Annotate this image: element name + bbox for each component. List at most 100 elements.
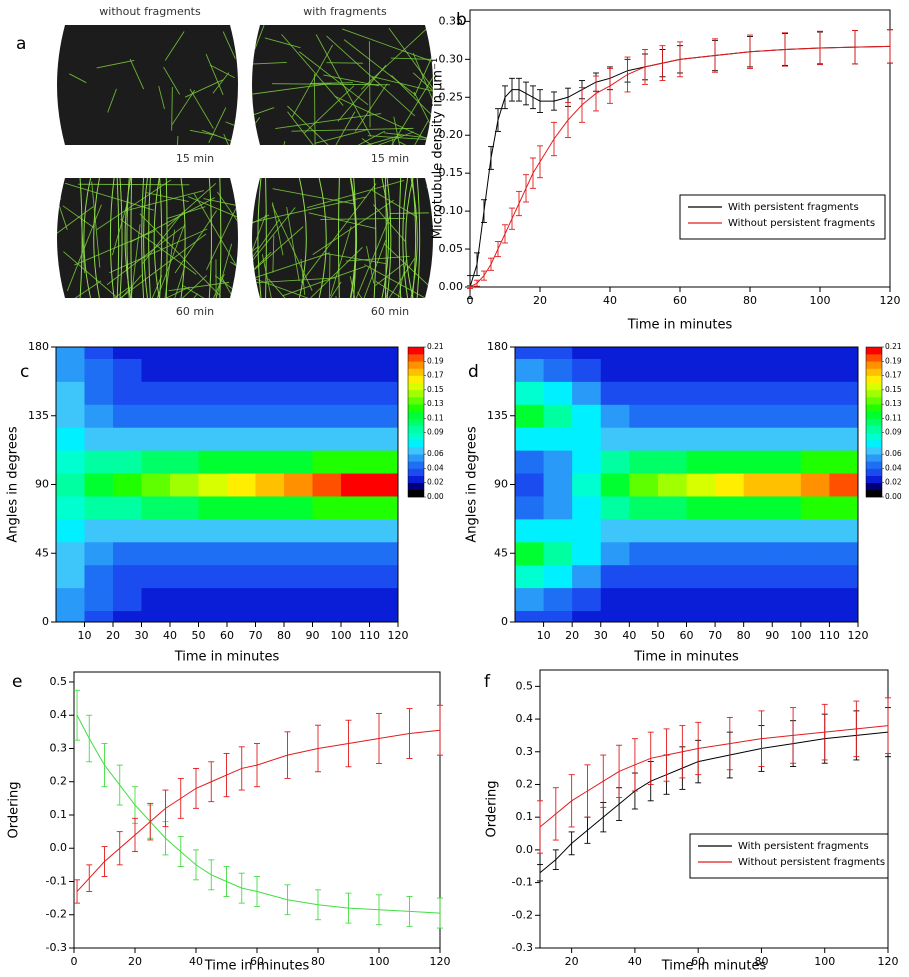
- colorbar-label: 0.06: [427, 449, 444, 458]
- filament: [146, 192, 189, 202]
- contour-cell: [141, 541, 171, 566]
- y-tick-label: 180: [487, 340, 508, 353]
- x-tick-label: 110: [819, 629, 840, 642]
- contour-cell: [227, 404, 256, 428]
- y-tick-label: -0.1: [46, 874, 67, 887]
- panel-label: b: [456, 10, 467, 30]
- contour-cell: [686, 610, 716, 623]
- y-tick-label: 0.2: [50, 775, 68, 788]
- filament: [116, 178, 120, 298]
- contour-cell: [341, 450, 370, 474]
- filament: [298, 51, 369, 106]
- contour-cell: [341, 358, 370, 382]
- contour-cell: [56, 381, 85, 405]
- filament: [57, 206, 94, 234]
- contour-cell: [800, 427, 830, 451]
- y-tick-label: 0.1: [516, 810, 534, 823]
- filament: [220, 276, 238, 298]
- contour-cell: [743, 610, 773, 623]
- contour-cell: [743, 473, 773, 497]
- contour-cell: [800, 541, 830, 566]
- contour-cell: [141, 518, 171, 543]
- contour-cell: [629, 381, 659, 405]
- colorbar-band: [866, 347, 882, 355]
- contour-cell: [572, 495, 602, 520]
- contour-cell: [743, 358, 773, 382]
- axis-label: Time in minutes: [633, 650, 739, 665]
- contour-cell: [600, 404, 630, 428]
- contour-cell: [198, 564, 228, 589]
- contour-cell: [170, 495, 199, 520]
- contour-cell: [629, 495, 659, 520]
- contour-cell: [141, 358, 171, 382]
- filament: [286, 206, 300, 281]
- contour-cell: [369, 358, 399, 382]
- contour-cell: [543, 427, 573, 451]
- colorbar-label: 0.09: [427, 428, 444, 437]
- colorbar-band: [866, 397, 882, 405]
- contour-cell: [800, 450, 830, 474]
- filament: [342, 28, 433, 70]
- filament: [361, 138, 402, 145]
- y-tick-label: 0.0: [516, 843, 534, 856]
- contour-cell: [255, 495, 285, 520]
- contour-cell: [84, 347, 114, 359]
- colorbar-band: [408, 397, 424, 405]
- colorbar-band: [866, 411, 882, 419]
- contour-cell: [629, 564, 659, 589]
- contour-cell: [255, 347, 285, 359]
- contour-cell: [341, 427, 370, 451]
- filament: [124, 178, 132, 298]
- contour-cell: [227, 381, 256, 405]
- contour-cell: [600, 473, 630, 497]
- filament: [265, 178, 267, 298]
- filament: [130, 197, 216, 243]
- contour-cell: [829, 381, 859, 405]
- contour-cell: [515, 587, 545, 612]
- contour-cell: [369, 564, 399, 589]
- colorbar-band: [866, 475, 882, 484]
- colorbar-band: [408, 461, 424, 469]
- y-tick-label: 0.5: [516, 679, 534, 692]
- colorbar-label: 0.11: [427, 413, 444, 422]
- contour-cell: [56, 427, 85, 451]
- contour-cell: [84, 495, 114, 520]
- filament: [163, 66, 181, 95]
- contour-cell: [113, 541, 142, 566]
- contour-cell: [715, 518, 745, 543]
- filament: [78, 183, 190, 186]
- x-tick-label: 0: [467, 294, 474, 307]
- contour-cell: [369, 347, 399, 359]
- contour-cell: [255, 404, 285, 428]
- contour-cell: [600, 347, 630, 359]
- contour-cell: [629, 541, 659, 566]
- contour-cell: [686, 495, 716, 520]
- y-tick-label: 0: [42, 615, 49, 628]
- x-tick-label: 40: [603, 294, 617, 307]
- contour-cell: [657, 564, 687, 589]
- filament: [109, 178, 115, 298]
- contour-cell: [629, 518, 659, 543]
- contour-cell: [543, 358, 573, 382]
- contour-cell: [715, 495, 745, 520]
- contour-cell: [572, 427, 602, 451]
- contour-cell: [829, 358, 859, 382]
- contour-cell: [772, 381, 802, 405]
- contour-cell: [800, 404, 830, 428]
- filament: [57, 280, 102, 298]
- contour-cell: [170, 381, 199, 405]
- colorbar-label: 0.21: [885, 342, 902, 351]
- filament: [116, 275, 207, 298]
- contour-cell: [629, 358, 659, 382]
- filament: [361, 27, 428, 90]
- contour-cell: [572, 564, 602, 589]
- contour-cell: [84, 427, 114, 451]
- contour-cell: [572, 610, 602, 623]
- filament: [261, 254, 273, 298]
- filament: [252, 196, 367, 225]
- contour-cell: [113, 381, 142, 405]
- contour-cell: [198, 587, 228, 612]
- contour-cell: [113, 495, 142, 520]
- contour-cell: [657, 610, 687, 623]
- contour-cell: [829, 610, 859, 623]
